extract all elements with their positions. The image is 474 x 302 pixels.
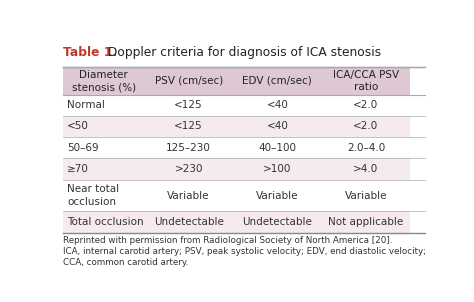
Text: <40: <40 bbox=[266, 100, 288, 110]
Bar bbox=[233, 180, 322, 211]
Bar bbox=[63, 95, 145, 116]
Text: ICA/CCA PSV
ratio: ICA/CCA PSV ratio bbox=[333, 70, 399, 92]
Text: Total occlusion: Total occlusion bbox=[67, 217, 144, 227]
Text: 40–100: 40–100 bbox=[258, 143, 296, 153]
Bar bbox=[322, 116, 410, 137]
Bar bbox=[322, 95, 410, 116]
Text: Table 1.: Table 1. bbox=[63, 46, 117, 59]
Bar bbox=[322, 137, 410, 158]
Text: <50: <50 bbox=[67, 121, 89, 131]
Text: >4.0: >4.0 bbox=[353, 164, 379, 174]
Text: <2.0: <2.0 bbox=[353, 100, 379, 110]
Text: ≥70: ≥70 bbox=[67, 164, 89, 174]
Bar bbox=[322, 211, 410, 233]
Text: Variable: Variable bbox=[167, 191, 210, 201]
Bar bbox=[322, 158, 410, 180]
Bar bbox=[63, 158, 145, 180]
Bar bbox=[233, 137, 322, 158]
Bar bbox=[63, 137, 145, 158]
Text: 2.0–4.0: 2.0–4.0 bbox=[347, 143, 385, 153]
Bar bbox=[233, 116, 322, 137]
Bar bbox=[322, 180, 410, 211]
Text: <40: <40 bbox=[266, 121, 288, 131]
Bar bbox=[322, 67, 410, 95]
Bar bbox=[63, 180, 145, 211]
Text: <2.0: <2.0 bbox=[353, 121, 379, 131]
Text: Undetectable: Undetectable bbox=[154, 217, 224, 227]
Text: >230: >230 bbox=[174, 164, 203, 174]
Text: Undetectable: Undetectable bbox=[242, 217, 312, 227]
Text: ICA, internal carotid artery; PSV, peak systolic velocity; EDV, end diastolic ve: ICA, internal carotid artery; PSV, peak … bbox=[63, 247, 426, 256]
Bar bbox=[145, 116, 233, 137]
Text: PSV (cm/sec): PSV (cm/sec) bbox=[155, 76, 223, 86]
Bar bbox=[233, 158, 322, 180]
Text: EDV (cm/sec): EDV (cm/sec) bbox=[242, 76, 312, 86]
Bar bbox=[63, 116, 145, 137]
Bar bbox=[145, 211, 233, 233]
Text: 125–230: 125–230 bbox=[166, 143, 211, 153]
Bar bbox=[145, 158, 233, 180]
Text: Reprinted with permission from Radiological Society of North America [20].: Reprinted with permission from Radiologi… bbox=[63, 236, 392, 245]
Bar bbox=[145, 137, 233, 158]
Bar bbox=[145, 95, 233, 116]
Text: Normal: Normal bbox=[67, 100, 105, 110]
Text: Near total
occlusion: Near total occlusion bbox=[67, 184, 119, 207]
Text: Diameter
stenosis (%): Diameter stenosis (%) bbox=[72, 70, 136, 92]
Bar bbox=[145, 180, 233, 211]
Bar bbox=[233, 211, 322, 233]
Text: Doppler criteria for diagnosis of ICA stenosis: Doppler criteria for diagnosis of ICA st… bbox=[104, 46, 381, 59]
Text: Variable: Variable bbox=[345, 191, 387, 201]
Text: <125: <125 bbox=[174, 100, 203, 110]
Text: Variable: Variable bbox=[256, 191, 299, 201]
Bar bbox=[233, 67, 322, 95]
Bar bbox=[233, 95, 322, 116]
Bar bbox=[145, 67, 233, 95]
Text: 50–69: 50–69 bbox=[67, 143, 99, 153]
Text: <125: <125 bbox=[174, 121, 203, 131]
Text: CCA, common carotid artery.: CCA, common carotid artery. bbox=[63, 258, 188, 267]
Text: >100: >100 bbox=[263, 164, 292, 174]
Text: Not applicable: Not applicable bbox=[328, 217, 403, 227]
Bar bbox=[63, 67, 145, 95]
Bar bbox=[63, 211, 145, 233]
